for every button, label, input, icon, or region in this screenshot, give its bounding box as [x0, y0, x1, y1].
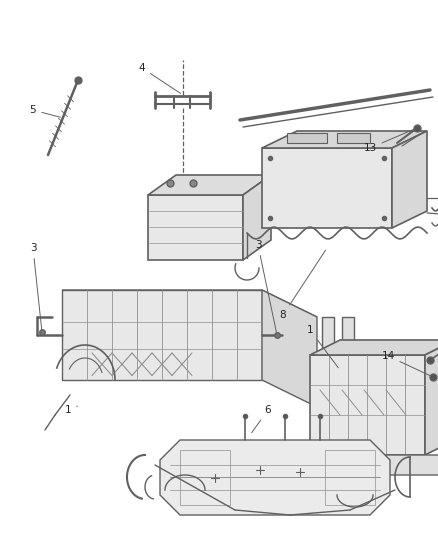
Text: 1: 1 [307, 325, 338, 368]
Text: 9: 9 [0, 532, 1, 533]
Text: 6: 6 [251, 405, 271, 433]
Polygon shape [392, 131, 427, 228]
Polygon shape [262, 290, 317, 407]
Text: 13: 13 [364, 129, 414, 153]
Polygon shape [62, 290, 317, 317]
Polygon shape [262, 131, 427, 148]
Text: 1: 1 [65, 405, 78, 415]
Polygon shape [337, 133, 370, 143]
Text: 5: 5 [30, 105, 60, 117]
Polygon shape [148, 175, 271, 195]
Text: 13: 13 [0, 532, 1, 533]
Text: 3: 3 [254, 240, 276, 332]
Text: 4: 4 [139, 63, 181, 93]
Text: 3: 3 [30, 243, 42, 329]
Text: 14: 14 [381, 351, 431, 376]
Polygon shape [310, 340, 438, 355]
Polygon shape [148, 195, 243, 260]
Polygon shape [160, 440, 390, 515]
Polygon shape [342, 317, 354, 367]
Polygon shape [243, 175, 271, 260]
Polygon shape [425, 340, 438, 455]
Polygon shape [287, 133, 327, 143]
Polygon shape [62, 290, 262, 380]
Text: 8: 8 [280, 251, 325, 320]
Polygon shape [310, 355, 425, 455]
Polygon shape [298, 455, 438, 475]
Polygon shape [262, 148, 392, 228]
Polygon shape [322, 317, 334, 367]
